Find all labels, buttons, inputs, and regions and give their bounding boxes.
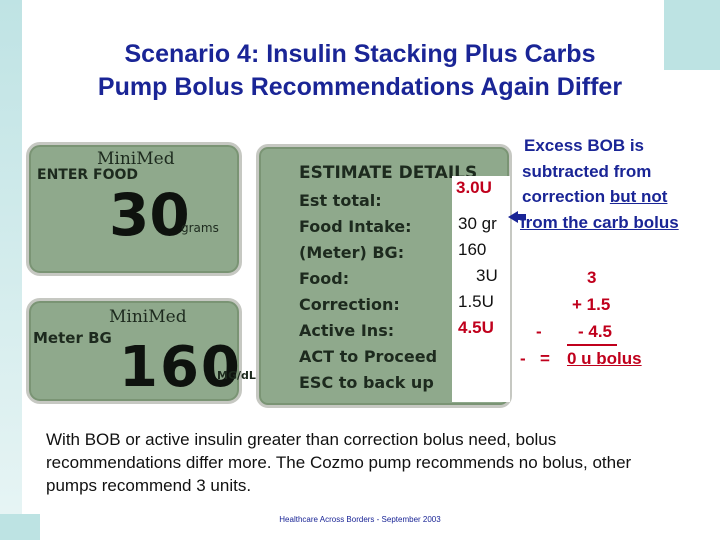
- row-esc-to-back-up: ESC to back up: [299, 373, 434, 392]
- row-active-ins: Active Ins:: [299, 321, 395, 340]
- estimate-header: ESTIMATE DETAILS: [299, 163, 478, 183]
- calc-minus-2: -: [520, 349, 526, 368]
- title-line-1: Scenario 4: Insulin Stacking Plus Carbs: [124, 40, 596, 68]
- slide-title: Scenario 4: Insulin Stacking Plus Carbs …: [30, 38, 690, 104]
- value-correction: 1.5U: [458, 292, 494, 311]
- note-line-3a: correction: [522, 187, 610, 206]
- note-line-2: subtracted from: [522, 161, 652, 181]
- arrow-left-icon: [508, 211, 526, 223]
- body-text: With BOB or active insulin greater than …: [46, 430, 632, 495]
- bg-value: 160: [119, 335, 242, 400]
- footer: Healthcare Across Borders - September 20…: [279, 515, 441, 524]
- calc-line-2: + 1.5: [572, 295, 611, 314]
- meter-bg-screen: MiniMed Meter BG 160 MG/dL: [26, 298, 256, 404]
- decor-corner-top-right: [664, 0, 720, 70]
- value-food-intake: 30 gr: [458, 214, 497, 233]
- decor-corner-bottom-left: [0, 514, 40, 540]
- row-act-to-proceed: ACT to Proceed: [299, 347, 438, 366]
- calc-minus-1: -: [536, 322, 542, 341]
- calc-result: 0 u bolus: [567, 349, 642, 368]
- calc-rule: [567, 344, 617, 346]
- calc-line-3: - 4.5: [578, 322, 613, 341]
- food-unit: grams: [181, 221, 219, 235]
- calc-line-1: 3: [587, 268, 597, 287]
- row-food-intake: Food Intake:: [299, 217, 412, 236]
- value-food: 3U: [476, 266, 498, 285]
- note-line-3: correction but not: [522, 184, 679, 210]
- bob-note: Excess BOB is subtracted from correction…: [520, 133, 679, 235]
- row-meter-bg: (Meter) BG:: [299, 243, 405, 262]
- decor-stripe-left: [0, 0, 22, 540]
- bg-unit: MG/dL: [217, 369, 256, 382]
- food-value: 30: [109, 181, 190, 249]
- meter-bg-label: Meter BG: [33, 329, 112, 347]
- note-line-1: Excess BOB is: [524, 136, 645, 155]
- enter-food-screen: MiniMed ENTER FOOD 30 grams: [26, 142, 242, 276]
- calc-equals: =: [540, 349, 550, 368]
- brand-label: MiniMed: [97, 149, 175, 169]
- brand-label: MiniMed: [109, 307, 187, 327]
- note-line-4: from the carb bolus: [520, 212, 679, 232]
- row-food: Food:: [299, 269, 350, 288]
- value-column-bg: [452, 176, 510, 402]
- note-line-3b: but not: [609, 187, 668, 206]
- row-correction: Correction:: [299, 295, 400, 314]
- value-est-total: 3.0U: [456, 178, 492, 197]
- enter-food-label: ENTER FOOD: [37, 167, 139, 183]
- title-line-2: Pump Bolus Recommendations Again Differ: [97, 73, 623, 101]
- value-meter-bg: 160: [458, 240, 487, 259]
- row-est-total: Est total:: [299, 191, 382, 210]
- value-active-ins: 4.5U: [458, 318, 494, 337]
